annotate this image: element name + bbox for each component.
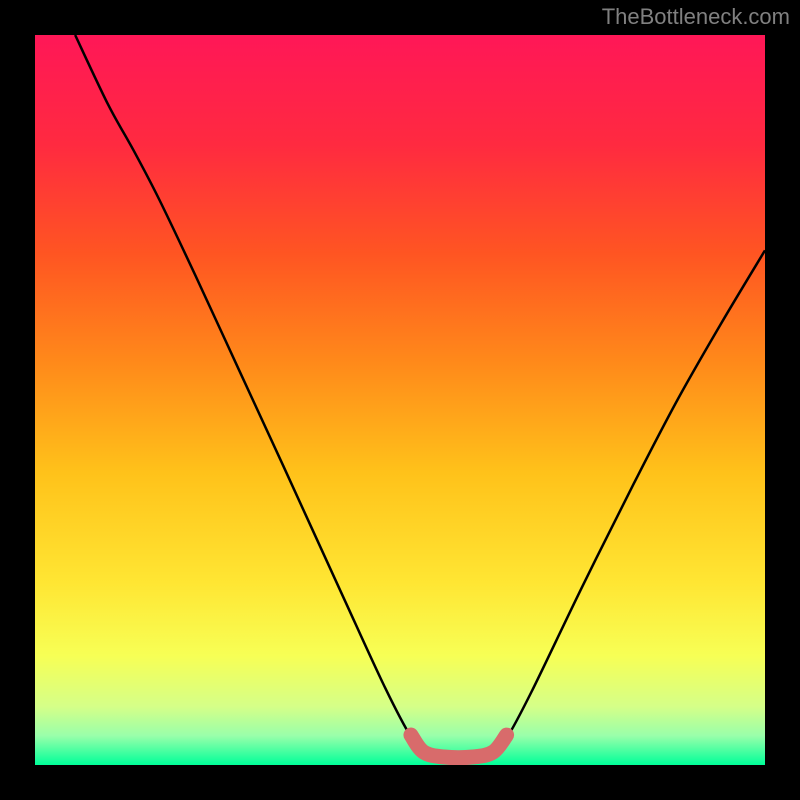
chart-background <box>35 35 765 765</box>
chart-plot-area <box>35 35 765 765</box>
chart-svg <box>35 35 765 765</box>
watermark-text: TheBottleneck.com <box>602 4 790 30</box>
